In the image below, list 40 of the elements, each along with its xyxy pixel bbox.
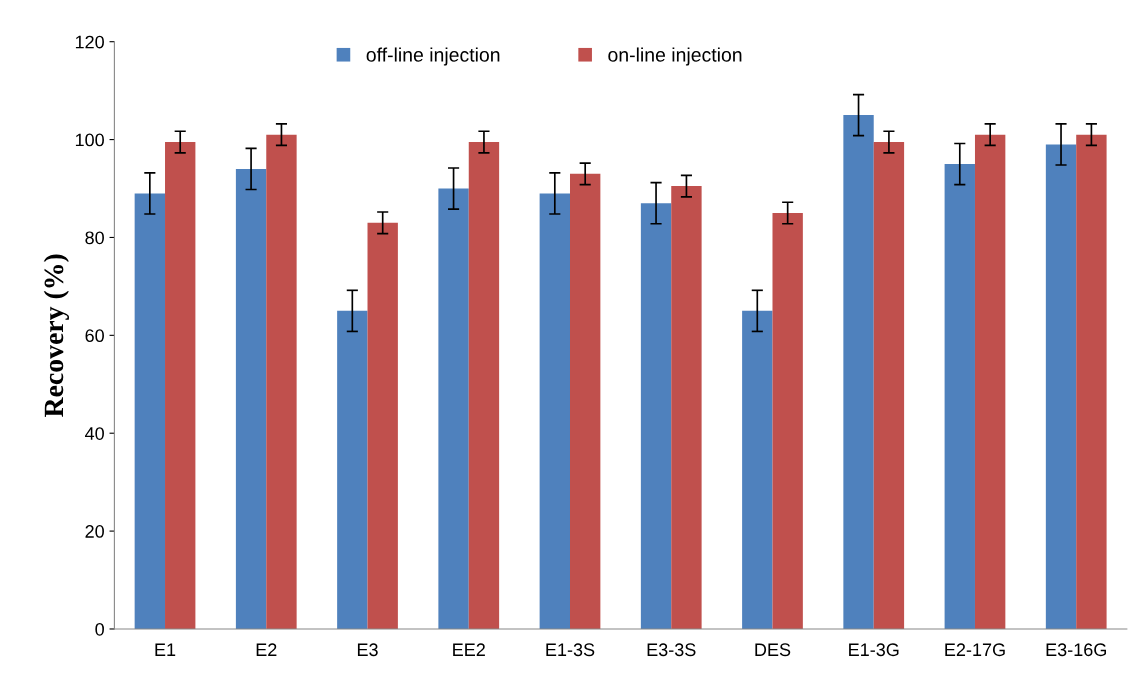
bar [539, 193, 570, 629]
bar [944, 164, 975, 629]
bar [873, 142, 905, 629]
x-tick-label: EE2 [453, 643, 485, 656]
bar [1045, 144, 1077, 629]
bar [640, 203, 672, 629]
y-tick-label: 120 [75, 35, 104, 49]
y-tick-label: 60 [85, 329, 104, 343]
bar [165, 142, 196, 629]
y-tick-label: 40 [85, 427, 104, 440]
y-tick-label: 100 [75, 133, 104, 147]
x-tick-label: E3-16G [1046, 643, 1106, 657]
x-tick-label: E1-3S [546, 643, 595, 657]
x-tick-label: E1-3G [849, 643, 899, 657]
bar [438, 188, 469, 629]
bar [235, 168, 267, 629]
bar [266, 134, 297, 629]
y-tick-label: 20 [85, 525, 104, 538]
bar [337, 310, 368, 629]
x-tick-label: E3 [357, 643, 378, 657]
bar [974, 134, 1006, 629]
x-tick-label: DES [755, 643, 791, 657]
x-tick-label: E1 [155, 643, 176, 656]
x-tick-label: E2 [256, 643, 277, 656]
x-tick-label: E2-17G [945, 643, 1005, 657]
bar [134, 193, 166, 629]
legend-label: off-line injection [366, 47, 500, 66]
x-tick-label: E3-3S [647, 643, 696, 657]
bar [468, 142, 500, 629]
y-tick-label: 80 [85, 231, 104, 245]
legend-label: on-line injection [608, 47, 742, 66]
bar [772, 212, 803, 629]
y-axis-title: Recovery (%) [43, 254, 69, 417]
bar [671, 186, 702, 629]
y-tick-label: 0 [95, 622, 104, 636]
bar [742, 310, 773, 629]
bar [1076, 134, 1107, 629]
bar [570, 173, 601, 629]
bar [367, 222, 398, 629]
bar [843, 115, 874, 629]
